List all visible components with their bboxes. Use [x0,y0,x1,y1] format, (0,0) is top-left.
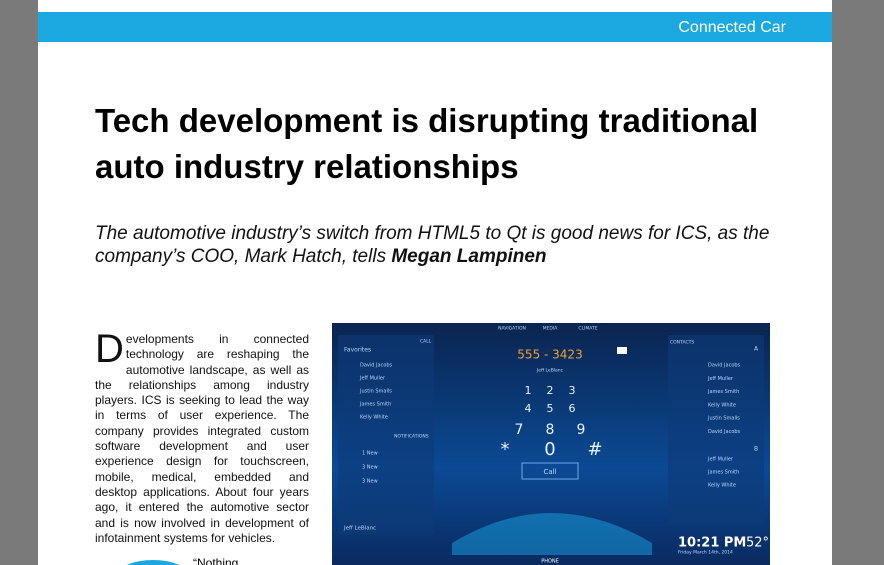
keypad-key: 6 [569,402,576,415]
temperature: 52° [746,536,769,551]
right-panel [668,335,764,525]
keypad-key: 7 [515,422,524,438]
clock: 10:21 PM [678,536,746,551]
keypad-key: * [501,439,510,460]
panel-label: CALL [420,339,432,345]
caller: Jeff LeBlanc [343,526,376,532]
left-panel [338,335,434,535]
keypad-key: 1 [525,384,532,397]
tab: MEDIA [543,326,559,332]
dial-name: Jeff LeBlanc [536,368,564,374]
contact: Kelly White [708,483,736,489]
pull-quote-mark [118,560,188,565]
keypad-key: 4 [525,402,532,415]
bottom-tab: PHONE [541,559,559,565]
date: Friday March 14th, 2014 [678,550,733,556]
dial-number: 555 - 3423 [517,348,582,362]
paragraph: evelopments in connected technology are … [95,332,309,545]
contact: James Smith [707,470,739,476]
section-label: Connected Car [678,19,786,36]
drop-cap: D [95,327,124,371]
panel-label: CONTACTS [670,340,694,346]
keypad-key: 5 [547,402,554,415]
contact: Jeff Muller [707,376,734,382]
byline: Megan Lampinen [391,246,547,267]
tab: NAVIGATION [498,326,526,332]
keypad-key: # [587,439,602,460]
dock-glow [452,513,652,555]
backspace-icon [617,347,627,354]
notification: 3 New [362,465,378,471]
keypad-key: 8 [546,422,555,438]
section-bar: Connected Car [38,12,832,42]
favorite: Jeff Muller [359,376,386,382]
standfirst: The automotive industry’s switch from HT… [95,222,785,268]
contact: Kelly White [708,402,736,408]
panel-label: Favorites [344,347,371,354]
contact: Justin Smalls [707,416,740,422]
section-letter: B [754,446,758,453]
dashboard-image: NAVIGATION MEDIA CLIMATE CALL Favorites David… [332,323,770,565]
call-label: Call [543,468,556,476]
notification: 1 New [362,451,378,457]
keypad-key: 0 [544,439,555,460]
contact: James Smith [707,389,739,395]
contact: David Jacobs [708,429,741,435]
contact: Jeff Muller [707,457,734,463]
next-paragraph: “Nothing [193,556,239,565]
section-letter: A [754,346,759,353]
panel-label: NOTIFICATIONS [394,434,429,440]
tab: CLIMATE [578,326,597,332]
keypad-key: 3 [569,384,576,397]
notification: 3 New [362,479,378,485]
keypad-key: 2 [547,384,554,397]
article-title: Tech development is disrupting tradition… [95,102,759,185]
document-page: Connected Car Tech development is disrup… [38,0,832,565]
standfirst-text: The automotive industry’s switch from HT… [95,223,770,267]
call-button [521,462,579,480]
favorite: Justin Smalls [359,389,392,395]
favorite: James Smith [359,402,391,408]
favorite: Kelly White [360,415,388,421]
favorite: David Jacobs [360,363,393,369]
contact: David Jacobs [708,363,741,369]
keypad-key: 9 [577,422,586,438]
